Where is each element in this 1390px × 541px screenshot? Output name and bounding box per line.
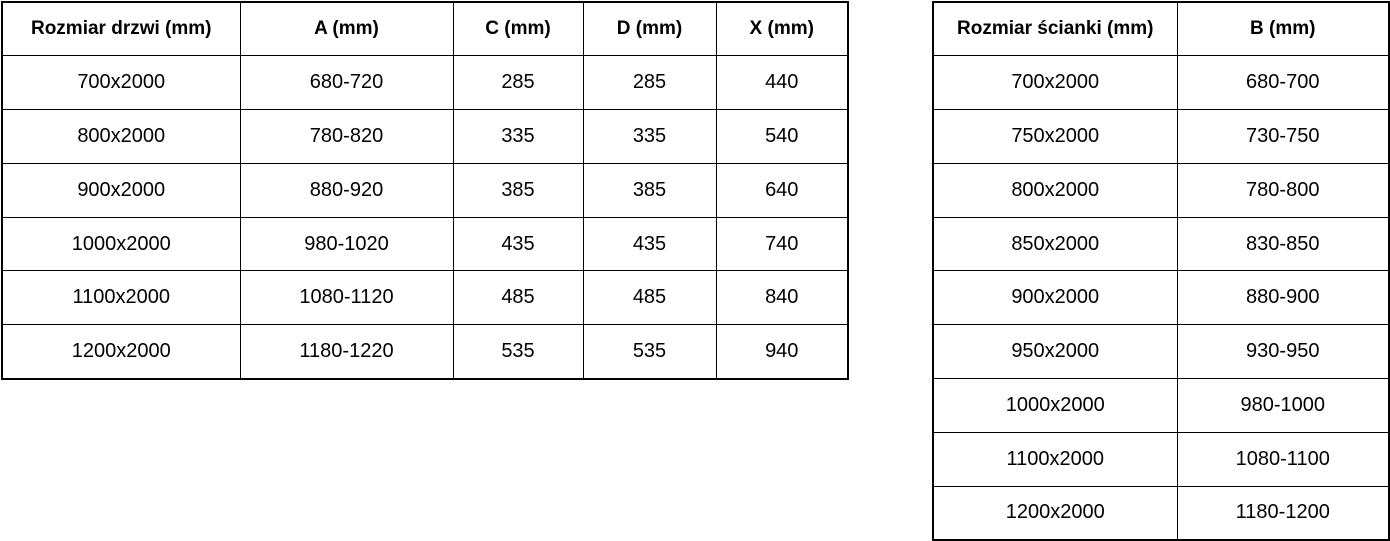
column-header-d: D (mm)	[582, 1, 717, 57]
table-cell: 640	[715, 162, 849, 218]
table-cell: 285	[452, 55, 584, 111]
table-cell: 750x2000	[932, 109, 1178, 164]
table-cell: 730-750	[1176, 109, 1390, 164]
table-cell: 780-800	[1176, 162, 1390, 218]
table-cell: 950x2000	[932, 324, 1178, 380]
table-row: 700x2000 680-720 285 285 440	[1, 55, 849, 111]
table-cell: 540	[715, 109, 849, 164]
table-cell: 335	[582, 109, 717, 164]
column-header-b: B (mm)	[1176, 1, 1390, 57]
table-cell: 1080-1100	[1176, 431, 1390, 487]
table-cell: 900x2000	[932, 270, 1178, 326]
header-row: Rozmiar drzwi (mm) A (mm) C (mm) D (mm) …	[1, 1, 849, 57]
table-cell: 1180-1200	[1176, 485, 1390, 541]
table-cell: 700x2000	[1, 55, 241, 111]
table-cell: 800x2000	[1, 109, 241, 164]
table-cell: 1200x2000	[1, 324, 241, 380]
column-header-c: C (mm)	[452, 1, 584, 57]
table-cell: 1080-1120	[239, 270, 454, 326]
column-header-rozmiar-drzwi: Rozmiar drzwi (mm)	[1, 1, 241, 57]
table-cell: 850x2000	[932, 216, 1178, 272]
table-cell: 780-820	[239, 109, 454, 164]
table-row: 1100x2000 1080-1120 485 485 840	[1, 270, 849, 326]
table-cell: 880-900	[1176, 270, 1390, 326]
table-cell: 435	[582, 216, 717, 272]
table-cell: 940	[715, 324, 849, 380]
column-header-rozmiar-scianki: Rozmiar ścianki (mm)	[932, 1, 1178, 57]
table-row: 900x2000 880-920 385 385 640	[1, 162, 849, 218]
table-cell: 900x2000	[1, 162, 241, 218]
table-cell: 385	[452, 162, 584, 218]
table-row: 1200x2000 1180-1220 535 535 940	[1, 324, 849, 380]
table-cell: 435	[452, 216, 584, 272]
table-cell: 800x2000	[932, 162, 1178, 218]
table-row: 1200x2000 1180-1200	[932, 485, 1390, 541]
table-cell: 1180-1220	[239, 324, 454, 380]
table-row: 1000x2000 980-1020 435 435 740	[1, 216, 849, 272]
table-cell: 880-920	[239, 162, 454, 218]
door-sizes-table: Rozmiar drzwi (mm) A (mm) C (mm) D (mm) …	[1, 1, 849, 380]
table-cell: 700x2000	[932, 55, 1178, 111]
column-header-a: A (mm)	[239, 1, 454, 57]
table-cell: 485	[452, 270, 584, 326]
table-cell: 535	[452, 324, 584, 380]
table-cell: 485	[582, 270, 717, 326]
table-cell: 1100x2000	[932, 431, 1178, 487]
table-cell: 930-950	[1176, 324, 1390, 380]
table-cell: 1200x2000	[932, 485, 1178, 541]
table-cell: 385	[582, 162, 717, 218]
table-cell: 840	[715, 270, 849, 326]
table-cell: 1100x2000	[1, 270, 241, 326]
table-row: 850x2000 830-850	[932, 216, 1390, 272]
table-cell: 740	[715, 216, 849, 272]
table-cell: 535	[582, 324, 717, 380]
table-row: 750x2000 730-750	[932, 109, 1390, 164]
table-cell: 285	[582, 55, 717, 111]
table-cell: 680-700	[1176, 55, 1390, 111]
table-row: 800x2000 780-820 335 335 540	[1, 109, 849, 164]
table-row: 800x2000 780-800	[932, 162, 1390, 218]
table-cell: 980-1020	[239, 216, 454, 272]
table-cell: 980-1000	[1176, 378, 1390, 433]
column-header-x: X (mm)	[715, 1, 849, 57]
table-row: 900x2000 880-900	[932, 270, 1390, 326]
table-cell: 1000x2000	[932, 378, 1178, 433]
header-row: Rozmiar ścianki (mm) B (mm)	[932, 1, 1390, 57]
table-cell: 680-720	[239, 55, 454, 111]
table-cell: 1000x2000	[1, 216, 241, 272]
table-row: 1000x2000 980-1000	[932, 378, 1390, 433]
table-cell: 335	[452, 109, 584, 164]
table-row: 1100x2000 1080-1100	[932, 431, 1390, 487]
wall-panel-sizes-table: Rozmiar ścianki (mm) B (mm) 700x2000 680…	[932, 1, 1390, 541]
table-row: 700x2000 680-700	[932, 55, 1390, 111]
table-cell: 440	[715, 55, 849, 111]
table-cell: 830-850	[1176, 216, 1390, 272]
table-row: 950x2000 930-950	[932, 324, 1390, 380]
